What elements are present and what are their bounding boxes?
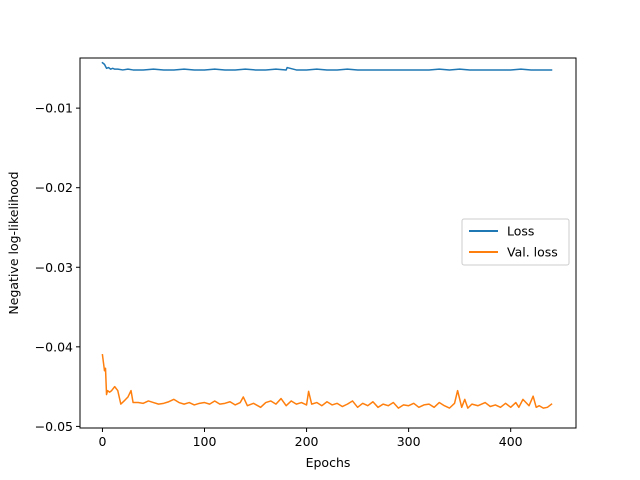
legend: Loss Val. loss <box>461 218 570 266</box>
legend-label-loss: Loss <box>507 224 534 239</box>
y-axis-ticks: −0.05 −0.04 −0.03 −0.02 −0.01 <box>35 101 80 434</box>
y-tick-label: −0.01 <box>35 101 73 116</box>
y-tick-label: −0.05 <box>35 419 73 434</box>
series-layer <box>101 61 553 409</box>
y-tick-label: −0.04 <box>35 339 73 354</box>
x-tick-label: 200 <box>295 434 319 449</box>
x-axis-ticks: 0 100 200 300 400 <box>98 428 523 449</box>
y-axis-label: Negative log-likelihood <box>6 171 21 314</box>
x-tick-label: 100 <box>193 434 217 449</box>
x-tick-label: 300 <box>397 434 421 449</box>
x-tick-label: 400 <box>499 434 523 449</box>
x-axis-label: Epochs <box>306 455 351 470</box>
plot-frame <box>79 57 577 429</box>
legend-label-val-loss: Val. loss <box>507 245 558 260</box>
series-line-val-loss <box>101 353 553 409</box>
x-tick-label: 0 <box>98 434 106 449</box>
y-tick-label: −0.02 <box>35 180 73 195</box>
plot-area <box>79 57 577 429</box>
y-tick-label: −0.03 <box>35 260 73 275</box>
series-line-loss <box>101 61 553 71</box>
